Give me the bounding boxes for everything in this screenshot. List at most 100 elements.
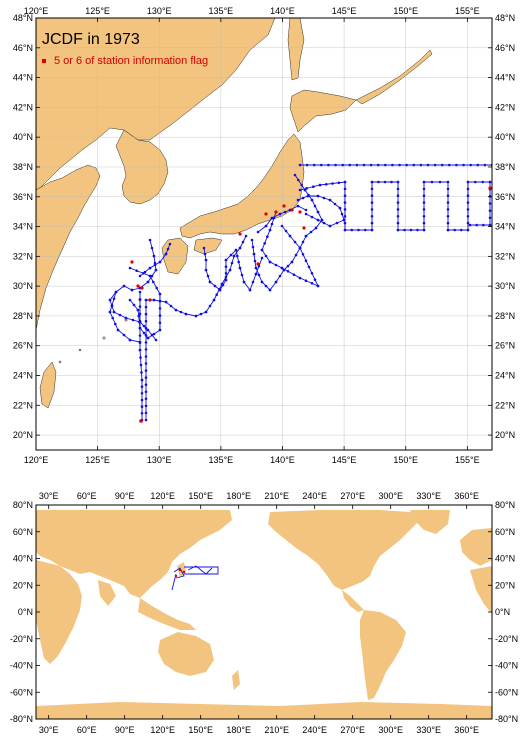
station-marker xyxy=(370,187,374,191)
lon-tick-label: 60°E xyxy=(77,725,97,735)
station-marker xyxy=(327,163,330,167)
station-marker xyxy=(488,180,492,184)
station-marker xyxy=(224,275,228,279)
station-marker xyxy=(144,376,148,379)
station-marker xyxy=(158,307,162,310)
station-marker xyxy=(337,181,341,185)
central-america xyxy=(342,590,364,612)
africa-west xyxy=(470,566,492,614)
asian-mainland xyxy=(36,18,276,191)
lon-tick-label: 30°E xyxy=(39,491,59,501)
lon-tick-label: 240°E xyxy=(302,491,327,501)
station-marker xyxy=(343,187,347,191)
lon-tick-label: 300°E xyxy=(378,491,403,501)
flagged-stations xyxy=(130,186,492,423)
station-marker xyxy=(150,246,154,250)
lat-tick-label: 42°N xyxy=(13,102,33,112)
antarctica xyxy=(36,702,492,719)
station-marker xyxy=(164,252,168,256)
station-marker xyxy=(144,411,148,415)
lon-tick-label: 150°E xyxy=(188,725,213,735)
lat-tick-label: 36°N xyxy=(13,192,33,202)
station-marker xyxy=(154,338,158,342)
station-marker xyxy=(144,334,148,337)
station-marker xyxy=(370,180,374,184)
station-marker xyxy=(142,272,145,275)
station-marker xyxy=(204,310,208,314)
station-marker xyxy=(140,385,144,389)
station-marker xyxy=(199,312,203,316)
lon-tick-label: 60°E xyxy=(77,491,97,501)
eurasia xyxy=(36,510,232,598)
lon-tick-label: 210°E xyxy=(264,491,289,501)
station-marker xyxy=(254,272,258,276)
station-marker xyxy=(135,269,138,273)
lon-tick-label: 140°E xyxy=(270,455,295,465)
station-marker xyxy=(466,208,470,211)
station-marker xyxy=(238,246,242,250)
station-marker xyxy=(251,280,255,284)
global-flagged-stations xyxy=(174,568,186,578)
station-marker xyxy=(168,242,172,246)
station-marker xyxy=(446,180,450,184)
lat-tick-label: 46°N xyxy=(495,43,515,53)
station-marker xyxy=(224,278,228,282)
station-marker xyxy=(215,293,218,297)
station-marker xyxy=(140,371,143,374)
lat-tick-label: 48°N xyxy=(13,13,33,23)
station-marker xyxy=(396,215,400,218)
station-marker xyxy=(384,163,387,167)
station-marker xyxy=(280,224,284,228)
station-marker xyxy=(483,163,487,167)
station-marker xyxy=(422,201,426,204)
regional-map-frame xyxy=(35,17,493,451)
station-marker xyxy=(270,216,274,220)
station-marker xyxy=(150,274,154,278)
station-marker xyxy=(146,328,150,332)
station-marker xyxy=(224,272,228,275)
lon-tick-label: 130°E xyxy=(147,6,172,16)
station-marker xyxy=(248,288,252,292)
station-marker xyxy=(212,298,216,302)
station-marker xyxy=(138,290,142,294)
station-marker xyxy=(116,328,120,332)
station-marker xyxy=(377,180,380,184)
station-marker xyxy=(466,187,470,191)
station-marker xyxy=(466,194,470,197)
station-marker xyxy=(266,235,269,238)
station-markers xyxy=(108,163,492,422)
station-marker xyxy=(396,221,400,225)
lat-tick-label: 48°N xyxy=(495,13,515,23)
legend-label: 5 or 6 of station information flag xyxy=(54,55,208,67)
station-marker xyxy=(383,180,387,184)
station-marker xyxy=(446,228,450,232)
station-marker xyxy=(396,187,400,191)
lat-tick-label: 24°N xyxy=(495,371,515,381)
station-marker xyxy=(140,405,144,409)
station-marker xyxy=(430,180,434,184)
station-marker xyxy=(208,304,212,308)
station-marker xyxy=(292,273,296,277)
station-marker xyxy=(144,369,148,372)
station-marker xyxy=(264,284,268,288)
station-marker xyxy=(343,180,347,184)
station-marker xyxy=(202,246,206,250)
station-marker xyxy=(122,333,126,337)
station-marker xyxy=(422,208,426,211)
station-marker xyxy=(130,288,134,292)
station-marker xyxy=(312,185,315,188)
station-marker xyxy=(194,314,198,318)
station-marker xyxy=(144,326,148,330)
station-marker xyxy=(112,297,116,301)
station-marker xyxy=(204,258,208,262)
station-marker xyxy=(142,324,146,328)
station-marker xyxy=(466,228,470,232)
india xyxy=(98,580,116,606)
north-america xyxy=(268,510,420,590)
station-marker xyxy=(140,398,144,402)
station-marker xyxy=(322,196,326,200)
station-marker xyxy=(244,234,248,238)
station-marker xyxy=(342,218,346,222)
station-marker xyxy=(462,163,465,167)
station-marker xyxy=(144,418,148,422)
